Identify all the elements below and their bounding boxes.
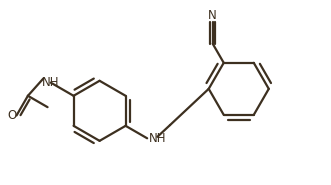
Text: O: O [7,109,17,122]
Text: N: N [209,9,217,22]
Text: NH: NH [149,132,166,145]
Text: NH: NH [42,76,60,89]
